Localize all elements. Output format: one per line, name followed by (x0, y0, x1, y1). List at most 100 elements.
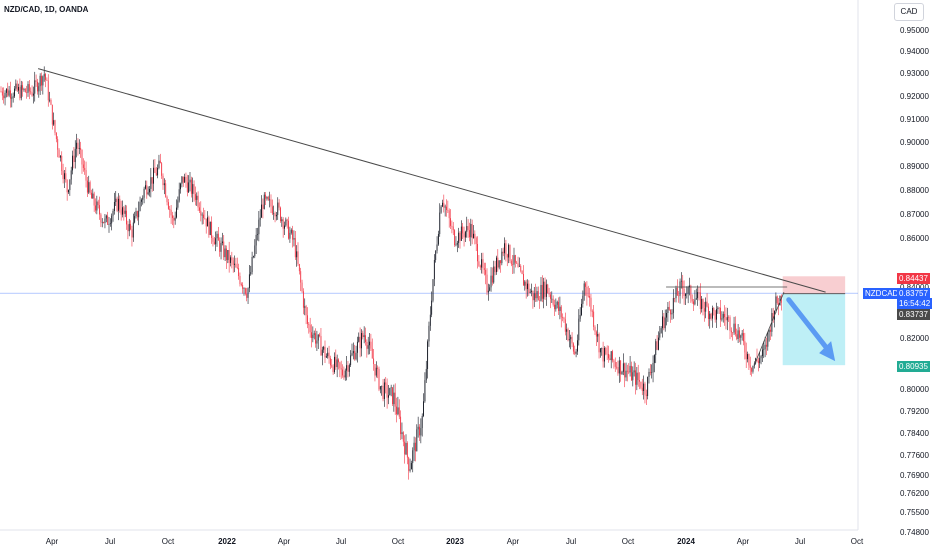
candle-body (3, 95, 5, 99)
candle-body (180, 183, 181, 190)
candle-body (397, 407, 399, 415)
candle-body (289, 232, 291, 239)
currency-button[interactable]: CAD (894, 3, 924, 21)
candle-body (298, 264, 300, 272)
candle-body (551, 298, 553, 300)
price-axis[interactable]: 0.95000 0.94000 0.93000 0.92000 0.91000 0.900… (900, 26, 929, 537)
candle-body (297, 251, 299, 265)
candle-body (122, 207, 123, 215)
candle-body (493, 266, 495, 283)
candle-body (319, 334, 321, 337)
candle-body (350, 355, 352, 366)
time-tick: Oct (392, 537, 405, 546)
candle-body (278, 202, 280, 208)
candle-body (392, 387, 393, 405)
candle-body (680, 280, 682, 282)
candle-body (732, 332, 734, 333)
candle-body (224, 248, 226, 258)
candle-body (547, 284, 549, 294)
candle-body (35, 80, 37, 82)
candle-body (151, 177, 153, 184)
candle-body (694, 299, 696, 305)
candle-body (65, 173, 67, 181)
candle-body (601, 348, 603, 349)
time-tick: Oct (622, 537, 635, 546)
candle-body (126, 210, 127, 225)
candle-body (748, 354, 750, 366)
candle-body (712, 308, 713, 319)
candle-body (436, 244, 438, 251)
candle-body (644, 383, 646, 395)
candle-body (174, 217, 176, 221)
candle-body (227, 250, 229, 260)
candle-body (378, 368, 380, 390)
candle-body (575, 351, 577, 354)
candle-body (49, 99, 51, 101)
candle-body (379, 386, 381, 390)
stop-loss-zone[interactable] (782, 276, 846, 294)
candle-body (232, 260, 234, 265)
candle-body (663, 316, 665, 329)
candle-body (539, 300, 541, 301)
candle-body (328, 352, 330, 359)
time-tick: Apr (46, 537, 59, 546)
candle-body (699, 292, 701, 310)
candle-body (419, 426, 420, 436)
candle-body (656, 341, 658, 350)
candle-body (525, 281, 527, 290)
candle-body (705, 301, 707, 312)
candle-body (458, 232, 460, 243)
candle-body (564, 319, 566, 332)
candle-body (726, 317, 728, 321)
candle-body (599, 348, 601, 353)
candle-body (274, 213, 276, 217)
candle-body (238, 268, 240, 277)
candle-body (660, 328, 662, 333)
candle-body (733, 323, 735, 333)
target-arrow-head (819, 341, 836, 362)
candle-body (693, 301, 694, 305)
candle-body (66, 180, 68, 193)
candle-body (653, 355, 655, 363)
candle-body (182, 176, 184, 183)
candle-body (545, 284, 547, 297)
candle-body (118, 198, 119, 211)
countdown-tag: 16:54:42 (897, 298, 932, 309)
candle-body (454, 230, 456, 246)
candle-body (12, 96, 14, 98)
candle-body (658, 337, 659, 350)
candle-body (779, 295, 781, 306)
trendline[interactable] (37, 68, 826, 293)
candle-body (578, 318, 580, 341)
candle-body (346, 365, 348, 371)
candle-body (193, 184, 195, 195)
candle-body (113, 202, 115, 211)
candle-body (96, 201, 98, 211)
time-axis[interactable]: Apr Jul Oct 2022 Apr Jul Oct 2023 Apr Jul Oct 2024 A… (46, 537, 864, 546)
candle-body (19, 87, 21, 99)
candle-body (167, 202, 169, 209)
candle-body (343, 375, 345, 378)
candle-body (207, 217, 208, 227)
candle-body (20, 85, 22, 99)
rising-trendline[interactable] (754, 291, 785, 364)
candle-body (311, 332, 312, 338)
candle-body (517, 263, 519, 267)
candle-body (482, 259, 484, 269)
candle-body (574, 351, 576, 354)
candle-body (374, 364, 376, 376)
candle-body (213, 241, 215, 245)
candle-body (706, 301, 708, 307)
candle-body (432, 279, 434, 301)
candle-body (424, 380, 426, 402)
candle-body (690, 285, 692, 299)
candle-body (529, 291, 531, 293)
candle-body (246, 293, 248, 298)
candle-body (7, 88, 9, 96)
time-tick: 2023 (446, 537, 464, 546)
candle-body (757, 360, 759, 364)
candle-body (679, 281, 681, 296)
candle-body (516, 262, 518, 264)
candle-body (153, 167, 154, 184)
